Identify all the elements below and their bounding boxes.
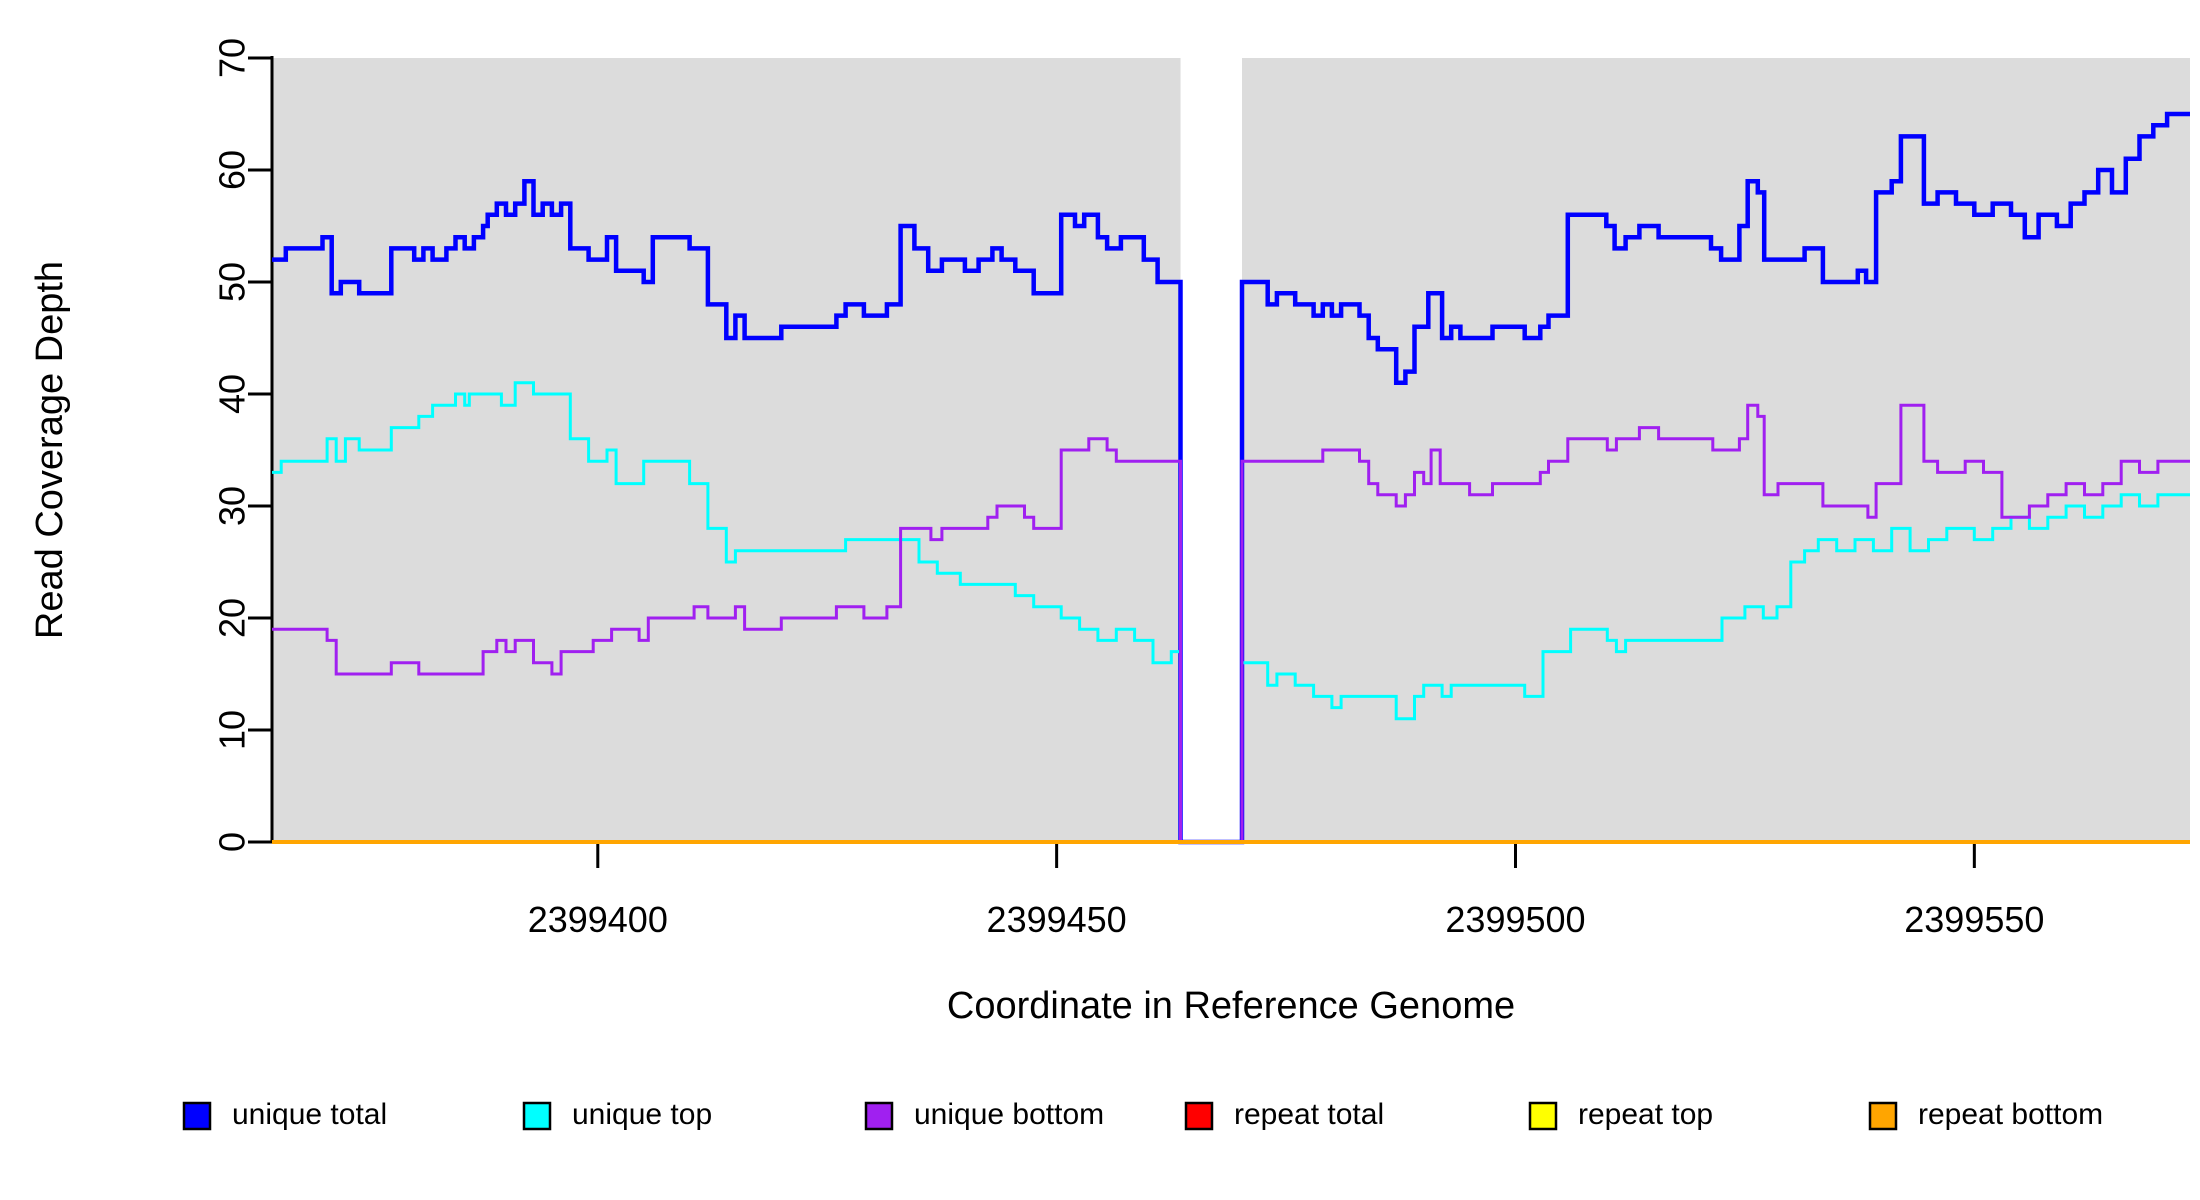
- y-tick-label-0: 0: [212, 832, 253, 852]
- y-tick-label-10: 10: [212, 710, 253, 750]
- legend-label-unique-top: unique top: [572, 1098, 712, 1131]
- x-tick-label-2399400: 2399400: [528, 899, 668, 940]
- series-line-unique-top: [272, 381, 2190, 844]
- legend-label-repeat-top: repeat top: [1578, 1098, 1713, 1131]
- x-tick-label-2399450: 2399450: [987, 899, 1127, 940]
- legend-swatch-unique-total: [182, 1101, 212, 1131]
- legend-swatch-repeat-bottom: [1868, 1101, 1898, 1131]
- covered-region-panel-0: [272, 58, 1181, 842]
- legend-swatch-repeat-total: [1184, 1101, 1214, 1131]
- y-tick-label-30: 30: [212, 486, 253, 526]
- series-line-unique-bottom: [272, 403, 2190, 844]
- x-axis-title: Coordinate in Reference Genome: [947, 985, 1515, 1027]
- y-tick-label-60: 60: [212, 150, 253, 190]
- legend-label-repeat-total: repeat total: [1234, 1098, 1384, 1131]
- x-tick-label-2399500: 2399500: [1445, 899, 1585, 940]
- y-tick-label-70: 70: [212, 38, 253, 78]
- y-axis-title: Read Coverage Depth: [29, 261, 71, 639]
- legend-label-repeat-bottom: repeat bottom: [1918, 1098, 2103, 1131]
- legend-swatch-unique-bottom: [864, 1101, 894, 1131]
- legend-swatch-repeat-top: [1528, 1101, 1558, 1131]
- legend-label-unique-total: unique total: [232, 1098, 387, 1131]
- y-tick-label-50: 50: [212, 262, 253, 302]
- x-tick-label-2399550: 2399550: [1904, 899, 2044, 940]
- y-tick-label-20: 20: [212, 598, 253, 638]
- legend-swatch-unique-top: [522, 1101, 552, 1131]
- legend-label-unique-bottom: unique bottom: [914, 1098, 1104, 1131]
- y-tick-label-40: 40: [212, 374, 253, 414]
